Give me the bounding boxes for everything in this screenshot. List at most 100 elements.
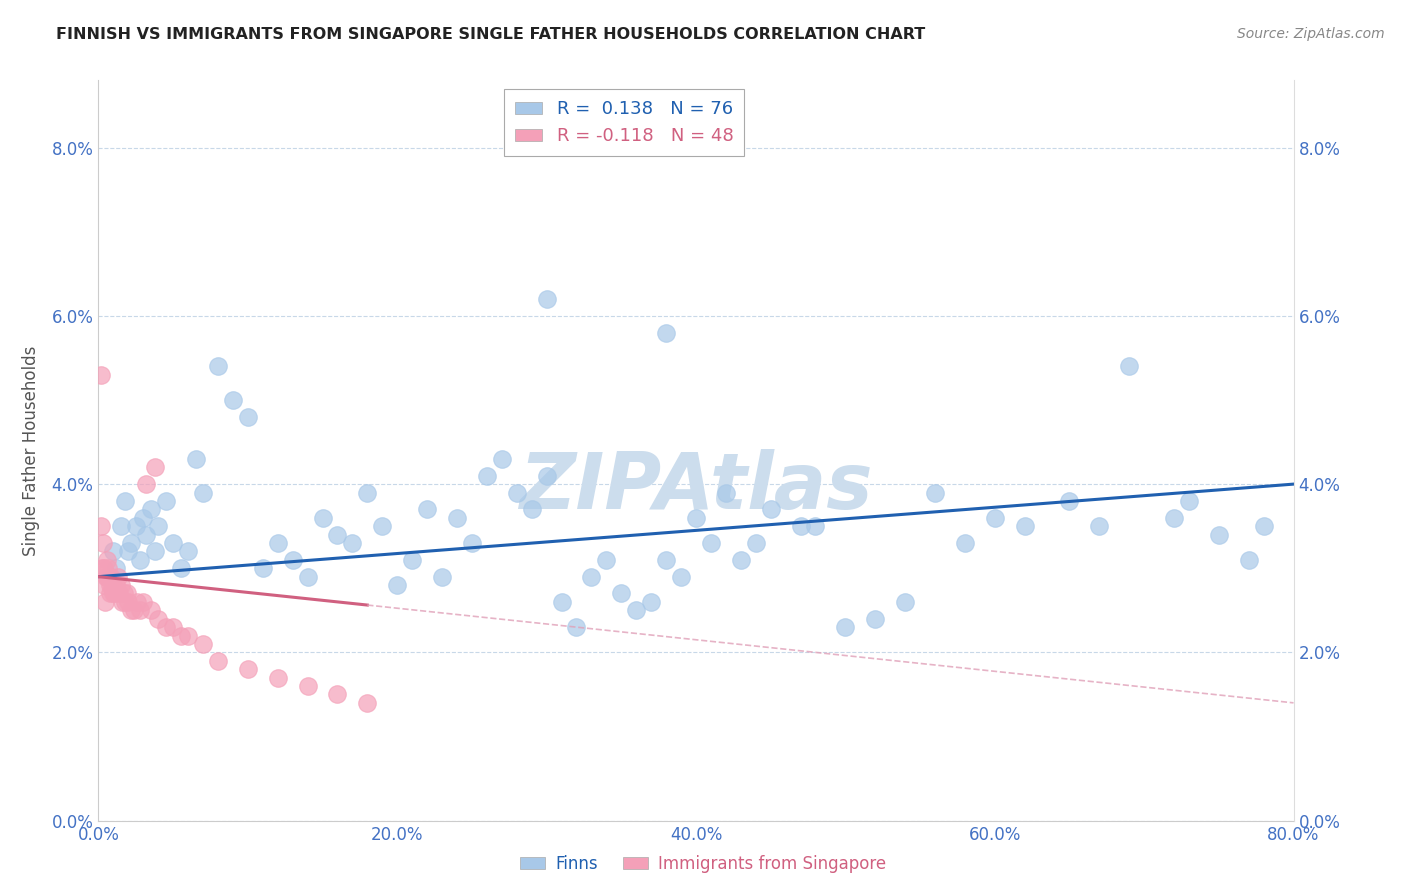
Point	[162, 536, 184, 550]
Point	[311, 510, 333, 524]
Point	[148, 519, 170, 533]
Point	[416, 502, 439, 516]
Point	[789, 519, 811, 533]
Point	[103, 544, 125, 558]
Point	[550, 595, 572, 609]
Point	[111, 595, 134, 609]
Point	[1118, 359, 1140, 374]
Point	[90, 368, 112, 382]
Text: Source: ZipAtlas.com: Source: ZipAtlas.com	[1237, 27, 1385, 41]
Point	[177, 628, 200, 642]
Point	[139, 603, 162, 617]
Point	[169, 561, 191, 575]
Point	[114, 595, 136, 609]
Point	[297, 679, 319, 693]
Point	[115, 586, 138, 600]
Point	[139, 502, 162, 516]
Point	[94, 569, 117, 583]
Point	[222, 392, 245, 407]
Point	[894, 595, 917, 609]
Point	[326, 688, 349, 702]
Point	[626, 603, 648, 617]
Point	[191, 485, 214, 500]
Point	[430, 569, 453, 583]
Point	[1059, 494, 1081, 508]
Point	[342, 536, 364, 550]
Point	[103, 578, 125, 592]
Point	[491, 451, 513, 466]
Text: ZIPAtlas: ZIPAtlas	[519, 450, 873, 525]
Point	[267, 671, 290, 685]
Point	[97, 569, 120, 583]
Point	[97, 561, 120, 575]
Point	[155, 620, 177, 634]
Point	[207, 654, 229, 668]
Point	[114, 494, 136, 508]
Point	[610, 586, 633, 600]
Point	[110, 578, 132, 592]
Point	[91, 536, 114, 550]
Point	[385, 578, 409, 592]
Point	[93, 578, 115, 592]
Point	[236, 662, 259, 676]
Point	[120, 603, 142, 617]
Point	[520, 502, 543, 516]
Point	[356, 485, 378, 500]
Point	[565, 620, 588, 634]
Point	[1253, 519, 1275, 533]
Point	[669, 569, 692, 583]
Point	[252, 561, 274, 575]
Point	[924, 485, 946, 500]
Text: FINNISH VS IMMIGRANTS FROM SINGAPORE SINGLE FATHER HOUSEHOLDS CORRELATION CHART: FINNISH VS IMMIGRANTS FROM SINGAPORE SIN…	[56, 27, 925, 42]
Point	[96, 553, 118, 567]
Point	[714, 485, 737, 500]
Point	[90, 519, 112, 533]
Point	[124, 603, 146, 617]
Point	[759, 502, 782, 516]
Point	[93, 561, 115, 575]
Y-axis label: Single Father Households: Single Father Households	[22, 345, 41, 556]
Point	[1178, 494, 1201, 508]
Point	[143, 544, 166, 558]
Point	[108, 586, 131, 600]
Point	[191, 637, 214, 651]
Point	[135, 527, 157, 541]
Point	[640, 595, 662, 609]
Point	[730, 553, 752, 567]
Point	[143, 460, 166, 475]
Point	[101, 586, 124, 600]
Point	[1208, 527, 1230, 541]
Point	[834, 620, 856, 634]
Point	[104, 586, 127, 600]
Point	[155, 494, 177, 508]
Point	[98, 586, 121, 600]
Point	[135, 477, 157, 491]
Point	[105, 561, 128, 575]
Point	[94, 595, 117, 609]
Point	[536, 468, 558, 483]
Point	[297, 569, 319, 583]
Point	[117, 544, 139, 558]
Point	[267, 536, 290, 550]
Point	[110, 519, 132, 533]
Point	[1088, 519, 1111, 533]
Legend: Finns, Immigrants from Singapore: Finns, Immigrants from Singapore	[513, 848, 893, 880]
Point	[101, 578, 124, 592]
Point	[1163, 510, 1185, 524]
Point	[475, 468, 498, 483]
Legend: R =  0.138   N = 76, R = -0.118   N = 48: R = 0.138 N = 76, R = -0.118 N = 48	[505, 89, 744, 156]
Point	[129, 553, 152, 567]
Point	[107, 569, 129, 583]
Point	[112, 586, 135, 600]
Point	[1237, 553, 1260, 567]
Point	[804, 519, 827, 533]
Point	[162, 620, 184, 634]
Point	[953, 536, 976, 550]
Point	[506, 485, 529, 500]
Point	[581, 569, 603, 583]
Point	[100, 569, 122, 583]
Point	[655, 553, 678, 567]
Point	[169, 628, 191, 642]
Point	[371, 519, 394, 533]
Point	[595, 553, 617, 567]
